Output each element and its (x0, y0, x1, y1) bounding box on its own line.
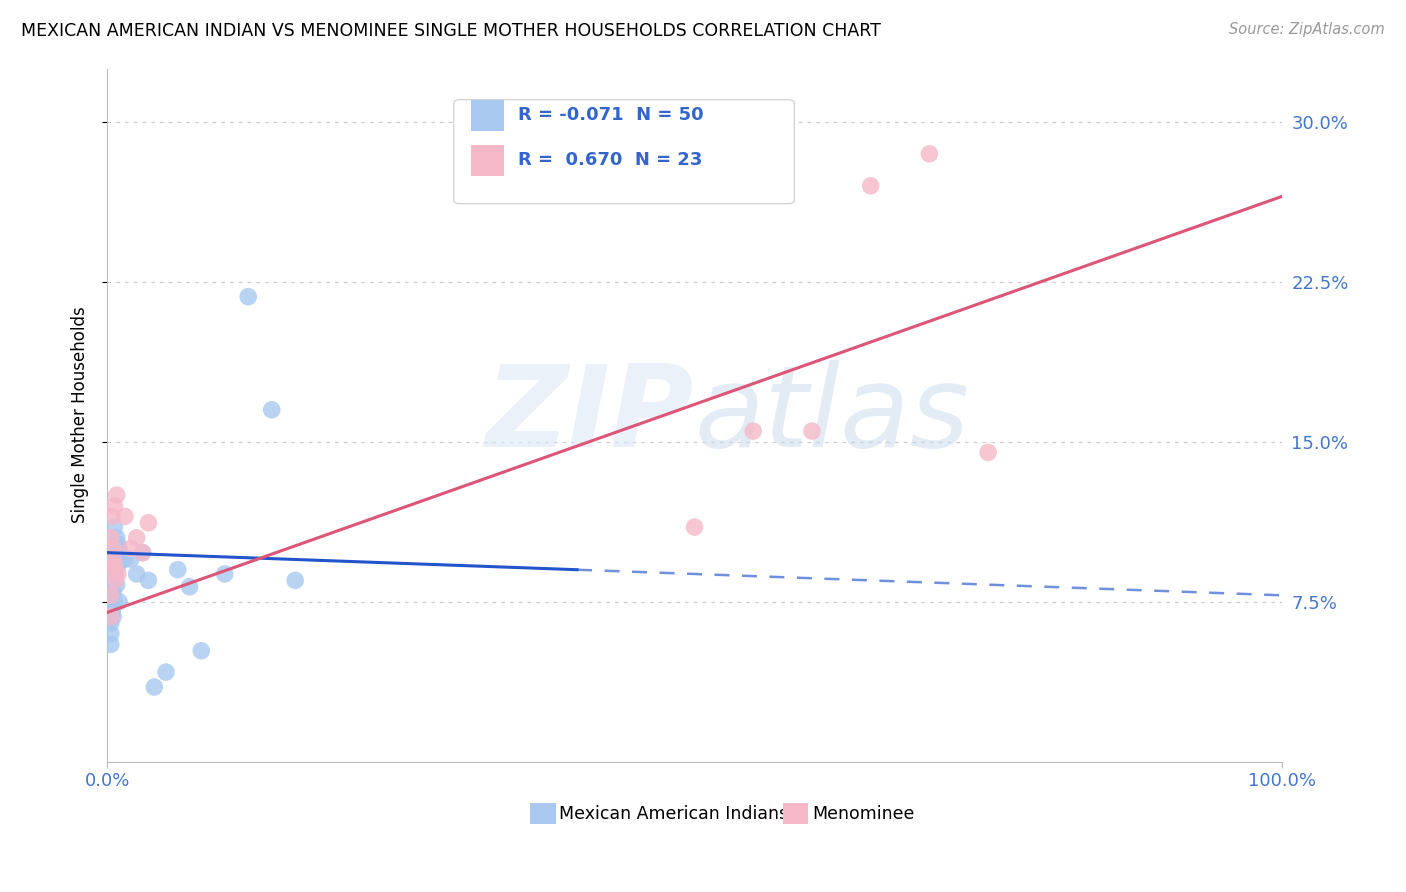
Point (100, 626, 122, 640)
Point (101, 601, 124, 615)
Point (100, 609, 122, 624)
Point (107, 537, 129, 551)
Point (103, 499, 125, 513)
Point (100, 637, 122, 651)
Point (260, 402, 283, 417)
Point (238, 290, 260, 304)
Point (101, 586, 124, 600)
Point (100, 609, 122, 624)
Point (107, 558, 129, 573)
Point (103, 595, 125, 609)
Point (101, 509, 124, 524)
Point (101, 601, 124, 615)
Point (104, 574, 127, 588)
Point (114, 552, 136, 566)
Point (138, 574, 160, 588)
Point (101, 606, 124, 620)
Text: atlas: atlas (695, 359, 970, 471)
Text: ZIP: ZIP (486, 359, 695, 471)
Bar (530, 804, 555, 824)
Point (138, 516, 160, 530)
Bar (471, 145, 505, 176)
Point (101, 557, 124, 571)
Point (103, 574, 125, 588)
FancyBboxPatch shape (454, 100, 794, 203)
Point (120, 552, 142, 566)
Text: R =  0.670  N = 23: R = 0.670 N = 23 (519, 152, 703, 169)
Point (103, 558, 125, 573)
Point (100, 584, 122, 599)
Point (683, 520, 706, 534)
Point (105, 548, 128, 562)
Point (100, 615, 122, 630)
Point (104, 558, 127, 573)
Point (143, 680, 166, 694)
Point (800, 424, 823, 438)
Point (104, 571, 127, 585)
Point (977, 445, 1000, 459)
Point (179, 580, 201, 594)
Text: Source: ZipAtlas.com: Source: ZipAtlas.com (1229, 22, 1385, 37)
Point (100, 531, 122, 545)
Point (101, 541, 124, 556)
Text: R = -0.071  N = 50: R = -0.071 N = 50 (519, 106, 704, 124)
Bar (783, 804, 808, 824)
Point (101, 609, 124, 624)
Point (105, 531, 128, 545)
Point (100, 552, 122, 566)
Point (101, 563, 124, 577)
Point (742, 424, 765, 438)
Point (284, 574, 307, 588)
Point (101, 541, 124, 556)
Point (105, 577, 128, 591)
Point (105, 488, 128, 502)
Point (166, 563, 188, 577)
Point (100, 588, 122, 602)
Point (103, 566, 125, 581)
Y-axis label: Single Mother Households: Single Mother Households (72, 307, 89, 524)
Point (101, 588, 124, 602)
Point (108, 595, 131, 609)
Point (103, 574, 125, 588)
Text: MEXICAN AMERICAN INDIAN VS MENOMINEE SINGLE MOTHER HOUSEHOLDS CORRELATION CHART: MEXICAN AMERICAN INDIAN VS MENOMINEE SIN… (21, 22, 882, 40)
Point (100, 580, 122, 594)
Point (104, 546, 127, 560)
Point (107, 566, 129, 581)
Point (110, 552, 132, 566)
Point (101, 566, 124, 581)
Point (103, 520, 125, 534)
Point (859, 178, 882, 193)
Point (114, 509, 136, 524)
Bar (471, 100, 505, 131)
Point (101, 552, 124, 566)
Point (131, 546, 153, 560)
Point (131, 546, 153, 560)
Point (125, 531, 148, 545)
Point (108, 541, 131, 556)
Point (190, 644, 212, 658)
Point (125, 566, 148, 581)
Point (101, 563, 124, 577)
Point (100, 566, 122, 581)
Point (214, 566, 236, 581)
Point (101, 606, 124, 620)
Point (918, 146, 941, 161)
Text: Menominee: Menominee (811, 805, 914, 822)
Text: Mexican American Indians: Mexican American Indians (560, 805, 789, 822)
Point (155, 665, 177, 679)
Point (120, 541, 142, 556)
Point (101, 552, 124, 566)
